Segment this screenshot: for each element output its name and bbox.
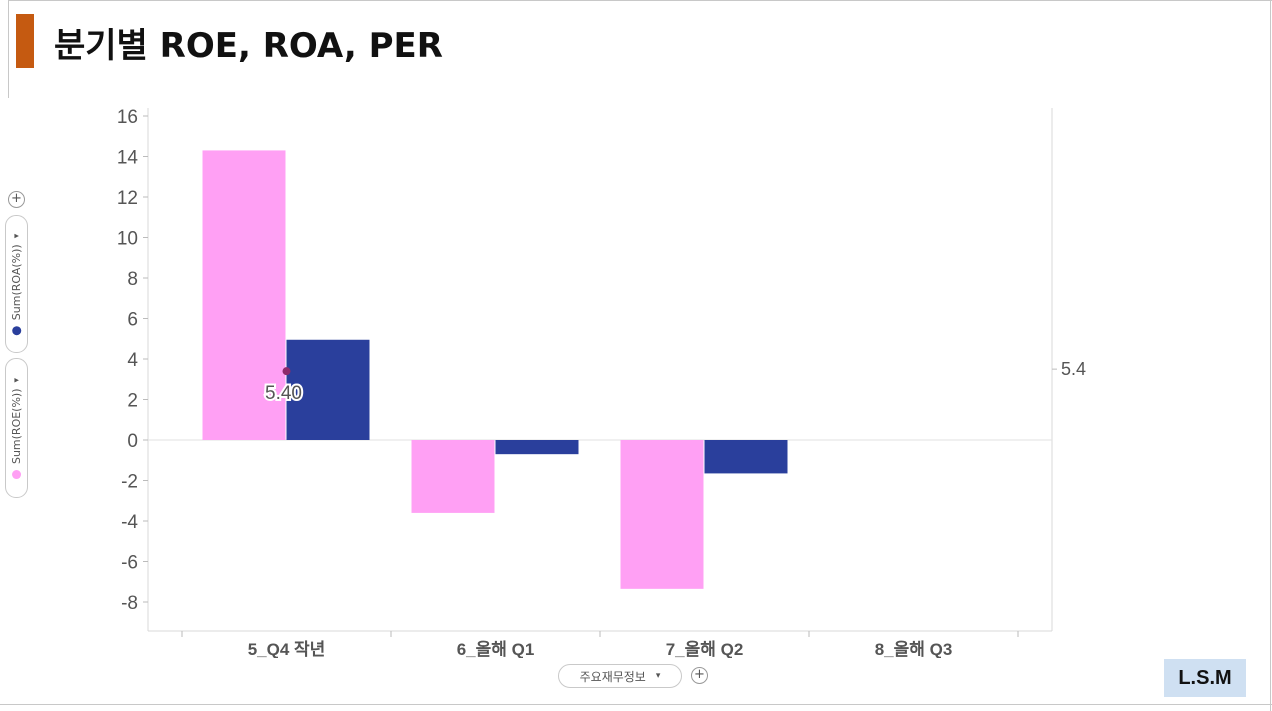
lsm-badge: L.S.M [1164,659,1246,697]
y-tick-label: -2 [121,472,138,493]
x-category-label: 6_올해 Q1 [457,640,535,658]
slide-title: 분기별 ROE, ROA, PER [54,26,443,66]
slide-frame-left [8,0,9,98]
roe-bar[interactable] [411,440,495,513]
y-tick-label: 0 [127,431,138,452]
chart-bars [202,150,788,589]
roa-bar[interactable] [704,440,788,474]
roe-bar[interactable] [202,150,286,441]
y-tick-label: -6 [121,553,138,574]
slide-frame-right [1270,0,1271,711]
y-tick-label: -8 [121,593,138,614]
data-marker-label: 5.40 [265,383,302,404]
x-category-label: 7_올해 Q2 [666,640,744,658]
roe-bar[interactable] [620,440,704,589]
x-category-label: 5_Q4 작년 [248,640,326,658]
chart-categories: 5_Q4 작년 6_올해 Q1 7_올해 Q2 8_올해 Q3 [248,640,953,658]
slide-frame-top [8,0,1272,1]
add-category-plus-icon[interactable]: + [691,667,708,684]
roe-axis-selector[interactable]: Sum(ROE(%)) ▾ [5,358,28,498]
x-axis-selector-label: 주요재무정보 [579,669,646,684]
roa-bar[interactable] [286,339,370,440]
roa-bar[interactable] [495,440,579,455]
y-tick-label: 12 [117,188,138,209]
y-tick-label: 4 [127,350,138,371]
roa-axis-selector[interactable]: Sum(ROA(%)) ▾ [5,215,28,353]
slide-frame-bottom [0,704,1272,705]
y-tick-label: 10 [117,229,138,250]
right-axis-label: 5.4 [1061,359,1086,379]
y-tick-label: 2 [127,391,138,412]
x-category-label: 8_올해 Q3 [875,640,953,658]
y-tick-label: 16 [117,107,138,128]
data-marker-point[interactable] [282,367,291,376]
y-tick-label: -4 [121,512,138,533]
y-tick-label: 8 [127,269,138,290]
roe-roa-chart: 16 14 12 10 8 6 4 2 0 -2 -4 -6 -8 5.4 5_Q4 작년 6_올해 Q1 7… [117,107,1086,658]
x-axis-selector[interactable]: 주요재무정보 ▾ [558,664,682,688]
y-tick-label: 6 [127,310,138,331]
chart-annotations: 5.40 [263,367,304,406]
chart-ticks: 16 14 12 10 8 6 4 2 0 -2 -4 -6 -8 5.4 [117,107,1086,614]
title-accent-bar [16,14,34,68]
x-axis-dropdown-arrow-icon[interactable]: ▾ [655,671,661,681]
y-tick-label: 14 [117,148,139,169]
add-axis-plus-icon[interactable]: + [8,191,25,208]
